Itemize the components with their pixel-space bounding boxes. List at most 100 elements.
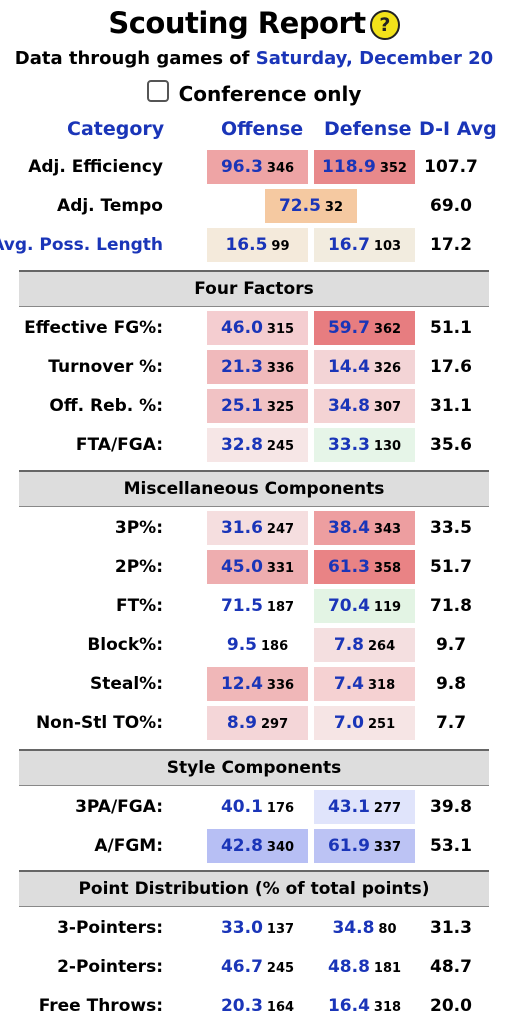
offense-rank: 137 xyxy=(266,922,295,937)
steal-pct-row: Steal%: 12.4 336 7.4 318 9.8 xyxy=(0,665,508,703)
conference-only-checkbox[interactable] xyxy=(146,80,169,102)
defense-cell: 34.8 307 xyxy=(314,389,415,423)
defense-value[interactable]: 38.4 xyxy=(327,518,370,538)
help-icon[interactable]: ? xyxy=(369,10,400,40)
defense-value[interactable]: 16.7 xyxy=(327,235,370,255)
defense-value[interactable]: 118.9 xyxy=(322,157,376,177)
offense-value[interactable]: 46.7 xyxy=(220,957,263,977)
offense-value[interactable]: 32.8 xyxy=(220,435,263,455)
di-avg-value: 69.0 xyxy=(430,196,472,216)
offense-value[interactable]: 46.0 xyxy=(220,318,263,338)
poss-length-link[interactable]: Avg. Poss. Length xyxy=(0,235,163,255)
offense-value[interactable]: 21.3 xyxy=(220,357,263,377)
defense-value[interactable]: 16.4 xyxy=(327,996,370,1016)
defense-rank: 352 xyxy=(379,161,407,176)
offense-value[interactable]: 42.8 xyxy=(220,836,263,856)
offense-rank: 340 xyxy=(266,840,295,855)
di-avg-value: 17.6 xyxy=(430,357,472,377)
conference-only-toggle[interactable]: Conference only xyxy=(0,80,508,106)
offense-rank: 245 xyxy=(266,961,295,976)
defense-rank: 337 xyxy=(373,840,402,855)
offense-value[interactable]: 40.1 xyxy=(220,797,263,817)
defense-cell: 7.0 251 xyxy=(314,706,415,740)
defense-value[interactable]: 59.7 xyxy=(327,318,370,338)
defense-rank: 277 xyxy=(373,801,402,816)
row-label: Non-Stl TO%: xyxy=(35,713,163,733)
offense-rank: 331 xyxy=(266,561,295,576)
defense-value[interactable]: 34.8 xyxy=(332,918,375,938)
date-link[interactable]: Saturday, December 20 xyxy=(255,48,494,69)
efg-row: Effective FG%: 46.0 315 59.7 362 51.1 xyxy=(0,309,508,347)
three-pa-fga-row: 3PA/FGA: 40.1 176 43.1 277 39.8 xyxy=(0,788,508,826)
offense-rank: 247 xyxy=(266,522,295,537)
di-avg-value: 48.7 xyxy=(430,957,472,977)
di-avg-value: 31.3 xyxy=(430,918,472,938)
offense-value[interactable]: 71.5 xyxy=(220,596,263,616)
defense-value[interactable]: 61.9 xyxy=(327,836,370,856)
offense-value[interactable]: 20.3 xyxy=(220,996,263,1016)
di-avg-value: 107.7 xyxy=(424,157,478,177)
offense-rank: 336 xyxy=(266,678,295,693)
defense-rank: 307 xyxy=(373,400,402,415)
di-avg-value: 9.7 xyxy=(435,635,467,655)
offense-rank: 315 xyxy=(266,322,295,337)
di-avg-value: 9.8 xyxy=(435,674,467,694)
offense-value[interactable]: 25.1 xyxy=(220,396,263,416)
tempo-row: Adj. Tempo 72.5 32 69.0 xyxy=(0,187,508,225)
offense-value[interactable]: 8.9 xyxy=(226,713,257,733)
defense-cell: 38.4 343 xyxy=(314,511,415,545)
offense-rank: 346 xyxy=(266,161,295,176)
defense-value[interactable]: 33.3 xyxy=(327,435,370,455)
defense-value[interactable]: 7.0 xyxy=(333,713,364,733)
offense-value[interactable]: 12.4 xyxy=(220,674,263,694)
defense-value[interactable]: 48.8 xyxy=(327,957,370,977)
offense-rank: 186 xyxy=(260,639,289,654)
di-avg-value: 51.7 xyxy=(430,557,472,577)
offense-cell: 33.0 137 xyxy=(207,911,308,945)
defense-value[interactable]: 61.3 xyxy=(327,557,370,577)
offense-rank: 325 xyxy=(266,400,295,415)
two-pointers-row: 2-Pointers: 46.7 245 48.8 181 48.7 xyxy=(0,948,508,986)
data-through-label: Data through games of xyxy=(14,48,250,69)
defense-value[interactable]: 43.1 xyxy=(327,797,370,817)
offense-value[interactable]: 45.0 xyxy=(220,557,263,577)
category-header[interactable]: Category xyxy=(67,118,165,140)
offense-value[interactable]: 33.0 xyxy=(220,918,263,938)
defense-value[interactable]: 14.4 xyxy=(327,357,370,377)
di-avg-value: 20.0 xyxy=(430,996,472,1016)
defense-cell: 70.4 119 xyxy=(314,589,415,623)
di-avg-value: 51.1 xyxy=(430,318,472,338)
defense-value[interactable]: 70.4 xyxy=(327,596,370,616)
di-avg-value: 39.8 xyxy=(430,797,472,817)
row-label: Steal%: xyxy=(89,674,163,694)
di-avg-header[interactable]: D-I Avg xyxy=(419,118,497,140)
defense-value[interactable]: 7.4 xyxy=(333,674,364,694)
tempo-rank: 32 xyxy=(324,200,344,215)
defense-cell: 34.8 80 xyxy=(314,911,415,945)
tempo-value[interactable]: 72.5 xyxy=(278,196,321,216)
a-fgm-row: A/FGM: 42.8 340 61.9 337 53.1 xyxy=(0,827,508,865)
defense-rank: 343 xyxy=(373,522,402,537)
offense-value[interactable]: 96.3 xyxy=(220,157,263,177)
defense-value[interactable]: 7.8 xyxy=(333,635,364,655)
offense-cell: 71.5 187 xyxy=(207,589,308,623)
offense-value[interactable]: 9.5 xyxy=(226,635,257,655)
tempo-cell: 72.5 32 xyxy=(265,189,357,223)
offense-cell: 9.5 186 xyxy=(207,628,308,662)
di-avg-value: 7.7 xyxy=(435,713,467,733)
conference-only-label: Conference only xyxy=(178,82,362,106)
di-avg-value: 71.8 xyxy=(430,596,472,616)
row-label: FT%: xyxy=(115,596,163,616)
two-pct-row: 2P%: 45.0 331 61.3 358 51.7 xyxy=(0,548,508,586)
offense-rank: 336 xyxy=(266,361,295,376)
defense-header[interactable]: Defense xyxy=(324,118,412,140)
offense-value[interactable]: 31.6 xyxy=(220,518,263,538)
offense-cell: 46.0 315 xyxy=(207,311,308,345)
defense-value[interactable]: 34.8 xyxy=(327,396,370,416)
offense-value[interactable]: 16.5 xyxy=(225,235,268,255)
offense-header[interactable]: Offense xyxy=(221,118,304,140)
offense-cell: 42.8 340 xyxy=(207,829,308,863)
defense-rank: 80 xyxy=(378,922,397,937)
defense-rank: 181 xyxy=(373,961,402,976)
row-label: Turnover %: xyxy=(48,357,163,377)
